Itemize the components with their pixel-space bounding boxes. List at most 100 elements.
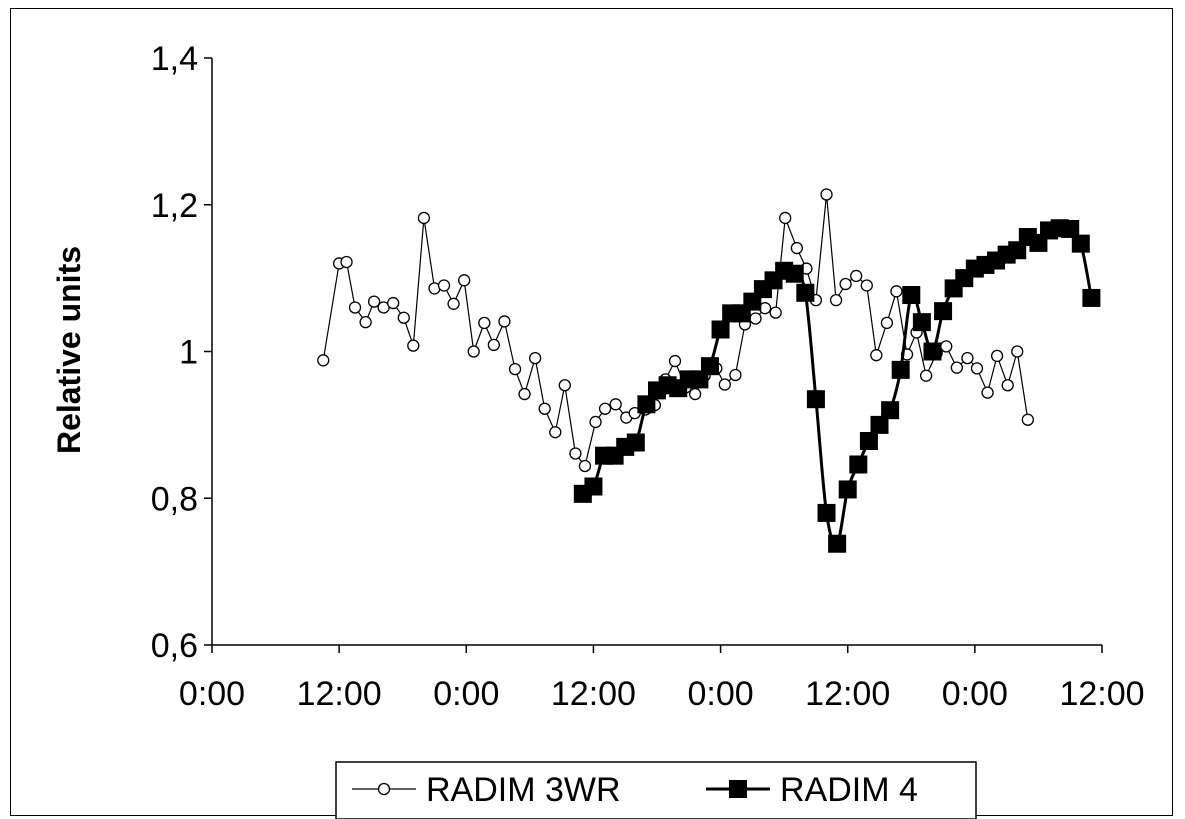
data-point — [870, 415, 889, 434]
data-point — [912, 313, 931, 332]
data-point — [839, 277, 852, 291]
data-point — [317, 354, 330, 367]
legend-label-radim-4: RADIM 4 — [780, 771, 918, 809]
legend-label-radim-3wr: RADIM 3WR — [426, 771, 621, 809]
data-point — [700, 357, 719, 376]
legend-box — [335, 761, 977, 819]
data-point — [589, 415, 602, 429]
data-point — [785, 264, 804, 283]
data-point — [934, 302, 953, 321]
data-point — [1001, 379, 1014, 392]
data-point — [891, 360, 910, 379]
data-point — [981, 386, 994, 399]
data-point — [487, 338, 500, 352]
legend-marker-filled-square — [729, 780, 747, 798]
data-point — [890, 285, 903, 298]
data-point — [549, 426, 562, 439]
data-point — [584, 477, 603, 496]
x-tick-label: 12:00 — [297, 675, 382, 713]
data-point — [829, 293, 843, 307]
data-point — [478, 316, 491, 330]
y-tick-label: 1,4 — [151, 40, 198, 78]
x-tick-label: 0:00 — [179, 675, 245, 713]
data-point — [569, 447, 582, 460]
data-point — [881, 401, 900, 420]
legend: RADIM 3WR RADIM 4 — [335, 761, 977, 819]
data-point — [817, 503, 836, 522]
data-point — [820, 188, 833, 201]
data-point — [718, 378, 731, 391]
series-layer — [317, 188, 1101, 553]
data-point — [437, 279, 451, 292]
data-point — [447, 297, 460, 310]
data-point — [538, 402, 551, 415]
y-tick-label: 1,2 — [151, 187, 198, 225]
data-point — [340, 255, 353, 269]
data-point — [578, 459, 592, 473]
data-point — [919, 369, 933, 382]
x-tick-label: 0:00 — [433, 675, 499, 713]
data-point — [769, 306, 782, 319]
data-point — [779, 211, 792, 225]
data-point — [961, 351, 974, 365]
y-tick-label: 1 — [179, 334, 198, 372]
data-point — [1082, 288, 1101, 307]
data-point — [529, 351, 542, 365]
data-point — [859, 432, 878, 451]
data-point — [923, 342, 942, 361]
data-point — [609, 398, 622, 411]
data-point — [688, 387, 702, 401]
data-point — [359, 315, 372, 329]
data-point — [387, 296, 400, 310]
data-point — [850, 269, 863, 283]
y-tick-label: 0,6 — [151, 627, 198, 665]
axes: 0,6 0,8 1 1,2 1,4 0:00 12:00 0:00 12:00 0:00 12:00… — [151, 40, 1145, 713]
data-point — [828, 534, 847, 553]
x-tick-label: 0:00 — [942, 675, 1008, 713]
data-point — [626, 433, 645, 452]
x-tick-label: 0:00 — [687, 675, 753, 713]
data-point — [668, 354, 682, 368]
legend-marker-open-circle — [377, 782, 391, 796]
data-point — [796, 283, 815, 302]
data-point — [467, 345, 480, 358]
series-radim-4 — [573, 219, 1101, 553]
x-tick-label: 12:00 — [551, 675, 636, 713]
data-point — [1021, 413, 1034, 426]
data-point — [729, 368, 742, 382]
data-point — [417, 211, 431, 225]
data-point — [950, 361, 963, 374]
data-point — [558, 379, 571, 392]
data-point — [367, 295, 381, 308]
data-point — [940, 340, 953, 353]
data-point — [508, 362, 522, 376]
y-axis-title: Relative units — [51, 246, 87, 454]
data-point — [1011, 345, 1024, 358]
data-point — [790, 241, 804, 255]
data-point — [518, 387, 531, 401]
data-point — [902, 286, 921, 305]
data-point — [711, 320, 730, 339]
data-point — [1061, 219, 1080, 238]
data-point — [407, 339, 420, 352]
data-point — [348, 301, 362, 314]
data-point — [870, 349, 883, 362]
x-tick-label: 12:00 — [1059, 675, 1144, 713]
data-point — [397, 311, 410, 324]
y-tick-label: 0,8 — [151, 480, 198, 518]
data-point — [860, 279, 873, 292]
x-tick-label: 12:00 — [805, 675, 890, 713]
data-point — [498, 315, 511, 328]
data-point — [838, 480, 857, 499]
data-point — [806, 390, 825, 409]
data-point — [990, 349, 1004, 363]
data-point — [1071, 234, 1090, 253]
data-point — [458, 274, 471, 287]
data-point — [849, 455, 868, 474]
data-point — [598, 402, 612, 415]
data-point — [749, 312, 762, 325]
data-point — [880, 316, 894, 330]
data-point — [970, 362, 984, 375]
data-point — [637, 395, 656, 414]
